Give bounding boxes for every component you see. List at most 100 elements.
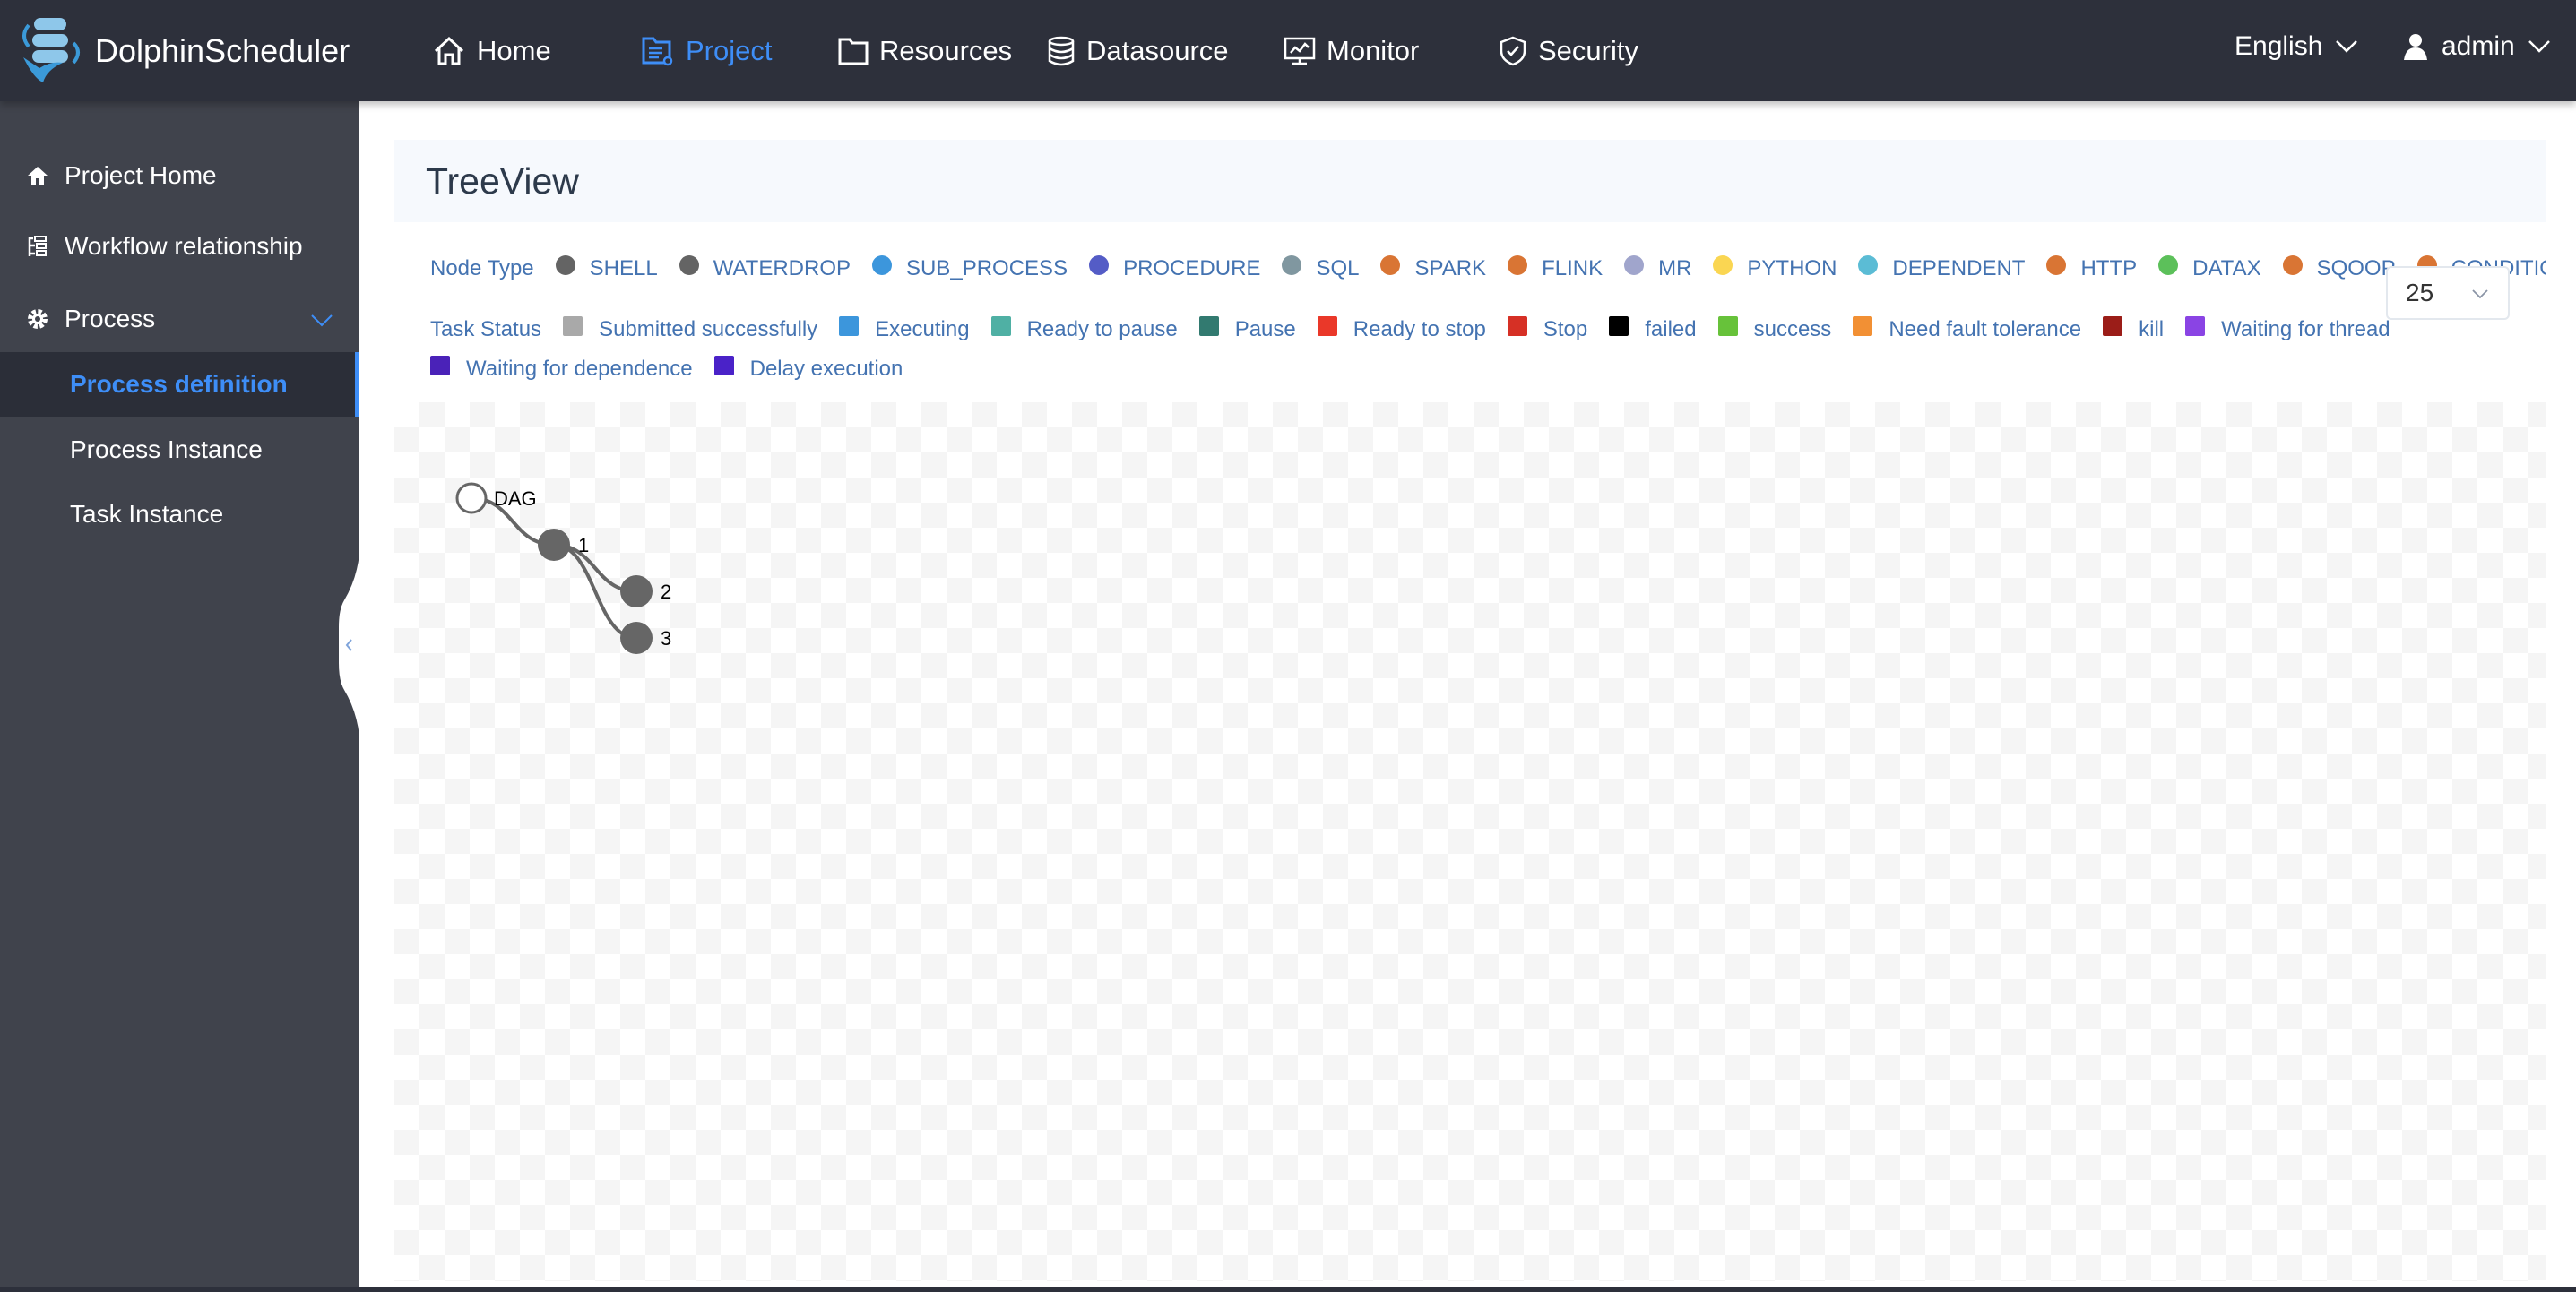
sidebar-item-label: Process definition (70, 370, 288, 398)
legend-item: Ready to pause (990, 316, 1178, 342)
project-icon (642, 37, 673, 65)
legend-item: FLINK (1508, 255, 1604, 281)
nav-security[interactable]: Security (1499, 0, 1638, 101)
legend-label: MR (1658, 256, 1692, 280)
bottom-edge (0, 1287, 2576, 1292)
legend-label: WATERDROP (713, 256, 851, 280)
legend-label: Submitted successfully (599, 317, 818, 341)
user-icon (2404, 33, 2427, 60)
square-swatch-icon (990, 316, 1011, 336)
legend-label: DEPENDENT (1892, 256, 2026, 280)
tree-node[interactable] (538, 529, 570, 561)
circle-swatch-icon (2046, 255, 2067, 275)
monitor-icon (1284, 37, 1316, 65)
legend-item: SPARK (1380, 255, 1486, 281)
square-swatch-icon (1853, 316, 1873, 336)
task-status-legend-continued: Waiting for dependence Delay execution (430, 351, 2402, 387)
legend-label: SHELL (589, 256, 658, 280)
brand-name: DolphinScheduler (95, 32, 350, 69)
sidebar-item-process-instance[interactable]: Process Instance (0, 418, 359, 482)
legend-item: PYTHON (1713, 255, 1837, 281)
dolphin-logo-icon (22, 18, 80, 82)
circle-swatch-icon (1624, 255, 1645, 275)
legend-item: SQL (1282, 255, 1360, 281)
home-icon (434, 36, 464, 65)
legend-item: success (1717, 316, 1832, 342)
legend-label: Ready to pause (1026, 317, 1178, 341)
legend-label: Ready to stop (1353, 317, 1486, 341)
nav-monitor-label: Monitor (1327, 34, 1420, 66)
shield-icon (1500, 36, 1526, 65)
gear-icon (23, 307, 52, 331)
legend-label: SUB_PROCESS (906, 256, 1068, 280)
legend-item: Waiting for thread (2185, 316, 2390, 342)
sidebar-item-workflow-relationship[interactable]: Workflow relationship (0, 214, 359, 279)
square-swatch-icon (1198, 316, 1219, 336)
legend-label: PYTHON (1747, 256, 1837, 280)
square-swatch-icon (1317, 316, 1337, 336)
legend-item: PROCEDURE (1089, 255, 1261, 281)
square-swatch-icon (2103, 316, 2123, 336)
tree-node[interactable] (455, 482, 488, 514)
circle-swatch-icon (555, 255, 575, 275)
legend-item: Executing (839, 316, 970, 342)
nav-monitor[interactable]: Monitor (1284, 0, 1419, 101)
nav-resources-label: Resources (879, 34, 1013, 66)
chevron-down-icon (311, 314, 333, 327)
legend-label: PROCEDURE (1123, 256, 1261, 280)
tree-node[interactable] (620, 575, 653, 607)
language-label: English (2235, 30, 2323, 61)
legend-item: Waiting for dependence (430, 356, 693, 382)
legend-item: MR (1624, 255, 1692, 281)
sidebar-item-process[interactable]: Process (0, 287, 359, 351)
legend-label: Delay execution (749, 357, 903, 381)
chevron-down-icon (2336, 39, 2358, 53)
legend-label: failed (1645, 317, 1697, 341)
circle-swatch-icon (1508, 255, 1528, 275)
sidebar-collapse-handle[interactable] (339, 538, 360, 753)
nav-project[interactable]: Project (641, 0, 772, 101)
sidebar-item-label: Process Instance (70, 435, 263, 463)
legend-item: failed (1609, 316, 1697, 342)
circle-swatch-icon (1282, 255, 1302, 275)
sidebar-item-process-definition[interactable]: Process definition (0, 352, 359, 417)
tree-node-label: DAG (494, 487, 537, 510)
legend-item: DEPENDENT (1858, 255, 2026, 281)
legend-item: Submitted successfully (563, 316, 818, 342)
sidebar-item-label: Project Home (65, 161, 217, 189)
chevron-down-icon (2528, 39, 2550, 53)
square-swatch-icon (713, 356, 734, 375)
nav-datasource[interactable]: Datasource (1047, 0, 1229, 101)
nav-home[interactable]: Home (432, 0, 551, 101)
legend-label: success (1753, 317, 1832, 341)
home-icon (23, 165, 52, 186)
brand-logo[interactable]: DolphinScheduler (16, 16, 350, 86)
circle-swatch-icon (1380, 255, 1401, 275)
square-swatch-icon (1717, 316, 1738, 336)
legend-item: SUB_PROCESS (872, 255, 1068, 281)
sidebar-item-project-home[interactable]: Project Home (0, 143, 359, 208)
language-dropdown[interactable]: English (2235, 0, 2358, 92)
nav-security-label: Security (1538, 34, 1638, 66)
circle-swatch-icon (679, 255, 699, 275)
node-type-label: Node Type (430, 256, 534, 280)
legend-item: DATAX (2158, 255, 2261, 281)
square-swatch-icon (430, 356, 450, 375)
nav-resources[interactable]: Resources (838, 0, 1012, 101)
folder-icon (838, 38, 869, 65)
legend-label: SQL (1316, 256, 1360, 280)
square-swatch-icon (2185, 316, 2206, 336)
circle-swatch-icon (872, 255, 893, 275)
sidebar-item-task-instance[interactable]: Task Instance (0, 482, 359, 547)
square-swatch-icon (1609, 316, 1629, 336)
user-dropdown[interactable]: admin (2402, 0, 2551, 92)
limit-select[interactable]: 25 (2386, 266, 2510, 320)
legend-label: HTTP (2080, 256, 2138, 280)
tree-canvas[interactable]: DAG 1 2 3 (394, 402, 2546, 1281)
chevron-down-icon (2472, 289, 2488, 299)
legend-label: FLINK (1542, 256, 1604, 280)
circle-swatch-icon (1713, 255, 1733, 275)
tree-node-label: 3 (661, 627, 671, 650)
tree-node[interactable] (620, 622, 653, 654)
legend-label: DATAX (2192, 256, 2261, 280)
